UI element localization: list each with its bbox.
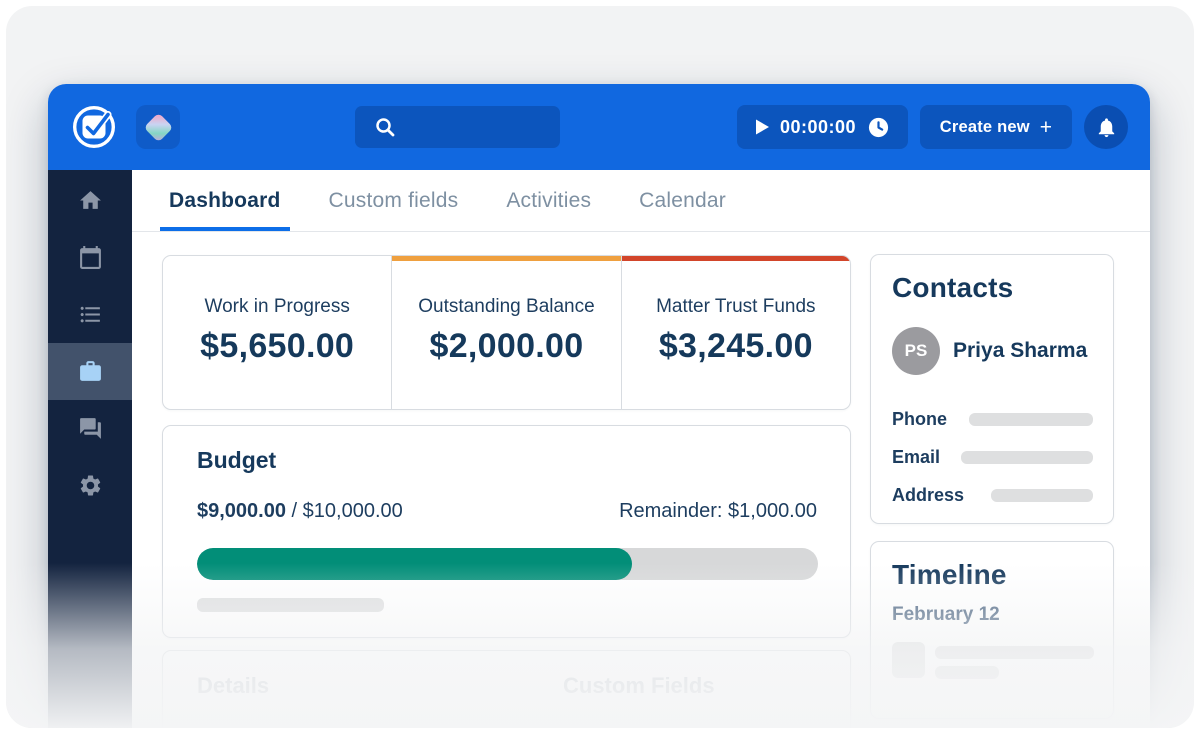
contact-field-label: Address <box>892 484 965 505</box>
budget-progress-fill <box>197 548 632 580</box>
gear-icon <box>80 475 100 496</box>
budget-remainder: Remainder: $1,000.00 <box>619 500 817 522</box>
plus-icon: + <box>1039 115 1053 139</box>
play-icon <box>755 119 769 135</box>
app-frame: 00:00:00 Create new + <box>6 6 1194 728</box>
placeholder-bar <box>961 450 1093 464</box>
contacts-card: Contacts PS Priya Sharma Phone Email <box>870 254 1114 524</box>
budget-progress-bar <box>197 548 818 580</box>
top-navigation-bar: 00:00:00 Create new + <box>48 84 1150 170</box>
placeholder-bar <box>969 412 1093 426</box>
sidebar-item-settings[interactable] <box>48 457 132 514</box>
placeholder-bar <box>935 646 1094 659</box>
notifications-button[interactable] <box>1084 105 1128 149</box>
create-new-button[interactable]: Create new + <box>920 105 1072 149</box>
sidebar-item-matters[interactable] <box>48 343 132 400</box>
stat-matter-trust-funds: Matter Trust Funds $3,245.00 <box>620 256 850 409</box>
stat-accent-strip <box>163 256 391 261</box>
stat-cards: Work in Progress $5,650.00 Outstanding B… <box>162 255 851 410</box>
tab-dashboard[interactable]: Dashboard <box>160 170 290 231</box>
chat-icon <box>79 418 101 439</box>
contact-field-label: Phone <box>892 408 948 429</box>
bell-icon <box>1098 117 1114 137</box>
sidebar-item-calendar[interactable] <box>48 229 132 286</box>
details-card: Details Custom Fields <box>162 650 851 728</box>
contacts-title: Contacts <box>892 272 1014 303</box>
placeholder-square <box>892 642 925 678</box>
stat-value: $2,000.00 <box>429 327 584 365</box>
create-new-label: Create new <box>939 117 1030 136</box>
avatar: PS <box>892 327 940 375</box>
timeline-date: February 12 <box>892 604 1000 625</box>
tab-bar: Dashboard Custom fields Activities Calen… <box>132 170 1150 232</box>
timer-button[interactable]: 00:00:00 <box>737 105 908 149</box>
budget-title: Budget <box>197 447 277 473</box>
home-icon <box>79 191 101 209</box>
timer-value: 00:00:00 <box>779 116 857 137</box>
tab-calendar-label: Calendar <box>639 188 726 212</box>
budget-card: Budget $9,000.00 / $10,000.00 Remainder:… <box>162 425 851 638</box>
stat-value: $3,245.00 <box>658 327 813 365</box>
stat-label: Outstanding Balance <box>418 296 595 317</box>
tab-custom-fields-label: Custom fields <box>328 188 459 212</box>
calendar-icon <box>79 246 101 269</box>
placeholder-bar <box>935 666 999 679</box>
placeholder-bar <box>197 598 384 612</box>
stat-accent-strip <box>621 256 850 261</box>
clio-logo[interactable] <box>72 105 116 149</box>
sidebar <box>48 170 132 728</box>
contact-row-email: Email <box>892 445 1093 469</box>
stat-value: $5,650.00 <box>200 327 355 365</box>
budget-amounts: $9,000.00 / $10,000.00 Remainder: $1,000… <box>197 500 817 523</box>
stat-work-in-progress: Work in Progress $5,650.00 <box>163 256 391 409</box>
contact-field-label: Email <box>892 446 941 467</box>
timeline-card: Timeline February 12 <box>870 541 1114 719</box>
clock-icon <box>868 117 889 137</box>
stat-label: Work in Progress <box>204 296 350 317</box>
stat-label: Matter Trust Funds <box>656 296 816 317</box>
custom-fields-title: Custom Fields <box>563 673 715 698</box>
contact-name: Priya Sharma <box>953 339 1088 362</box>
briefcase-icon <box>79 361 101 381</box>
search-input[interactable] <box>355 106 560 148</box>
diamond-icon <box>143 112 173 142</box>
sidebar-item-home[interactable] <box>48 172 132 229</box>
budget-spent: $9,000.00 <box>197 500 286 522</box>
tab-dashboard-label: Dashboard <box>169 188 281 212</box>
budget-spent-of-total: $9,000.00 / $10,000.00 <box>197 500 403 523</box>
budget-total: $10,000.00 <box>302 500 403 522</box>
topbar-actions: 00:00:00 Create new + <box>737 105 1128 149</box>
timeline-title: Timeline <box>892 559 1007 590</box>
clio-check-logo-icon <box>73 106 115 148</box>
sidebar-item-messages[interactable] <box>48 400 132 457</box>
tab-calendar[interactable]: Calendar <box>630 170 735 231</box>
budget-separator: / <box>285 500 303 522</box>
contact-person[interactable]: PS Priya Sharma <box>892 327 1087 375</box>
placeholder-bar <box>991 488 1093 502</box>
tab-activities[interactable]: Activities <box>497 170 600 231</box>
search-icon <box>376 118 395 137</box>
main-content: Dashboard Custom fields Activities Calen… <box>132 170 1150 728</box>
app-window: 00:00:00 Create new + <box>48 84 1150 728</box>
list-icon <box>80 306 100 323</box>
tab-activities-label: Activities <box>506 188 592 212</box>
tab-custom-fields[interactable]: Custom fields <box>320 170 468 231</box>
contact-row-phone: Phone <box>892 407 1093 431</box>
details-title: Details <box>197 673 270 698</box>
contact-row-address: Address <box>892 483 1093 507</box>
stat-accent-strip <box>392 256 621 261</box>
sidebar-item-tasks[interactable] <box>48 286 132 343</box>
app-switcher-button[interactable] <box>136 105 180 149</box>
stat-outstanding-balance: Outstanding Balance $2,000.00 <box>391 256 621 409</box>
